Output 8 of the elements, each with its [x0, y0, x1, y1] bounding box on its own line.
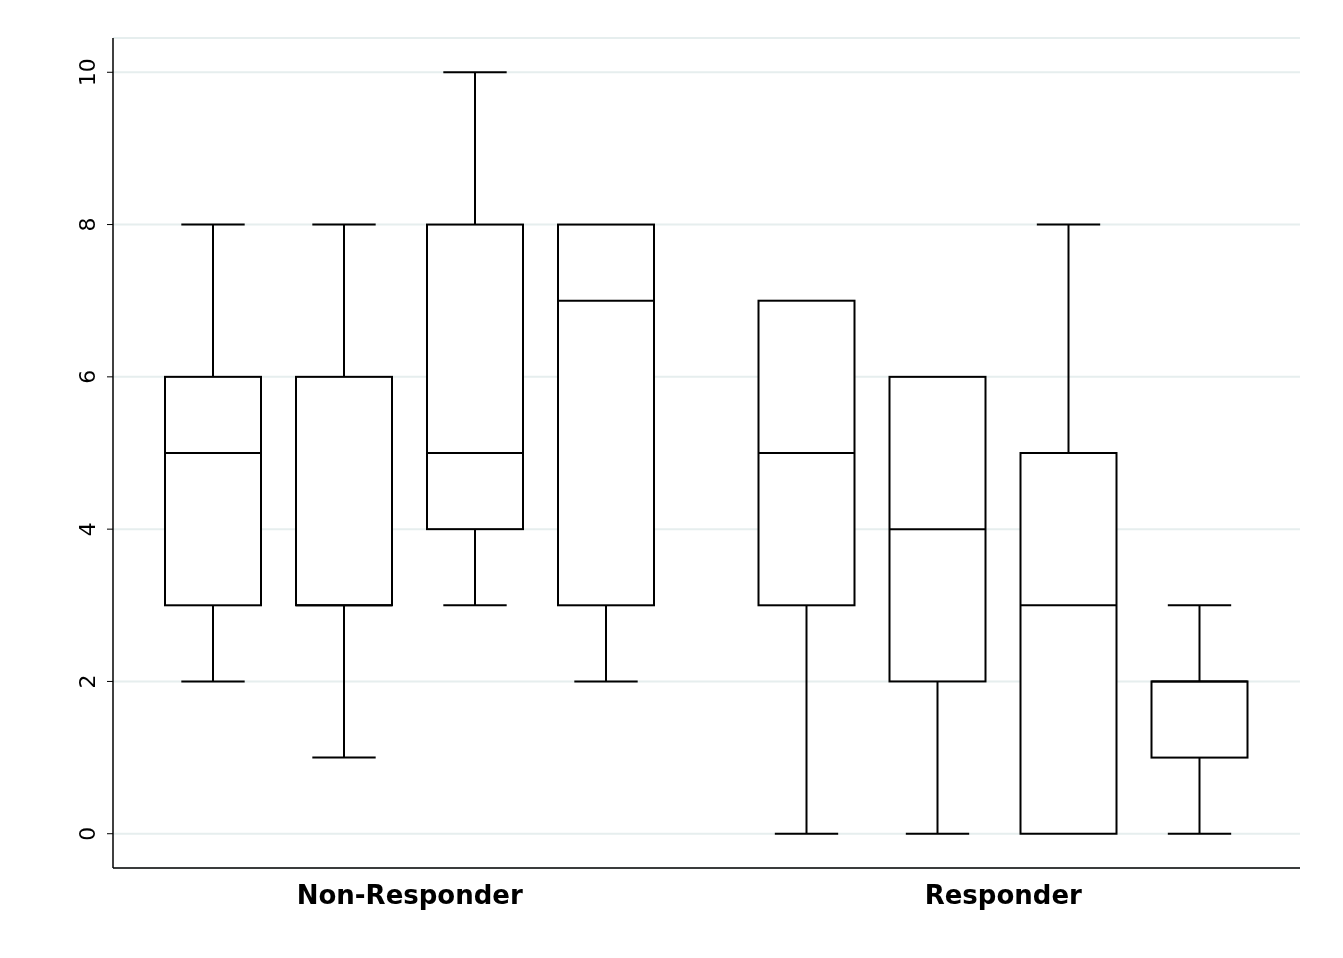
y-tick-label: 2 — [74, 674, 100, 689]
x-tick-label: Non-Responder — [296, 880, 523, 910]
y-tick-label: 10 — [74, 58, 100, 87]
y-tick-label: 6 — [74, 369, 100, 384]
y-tick-label: 0 — [74, 826, 100, 841]
y-tick-label: 8 — [74, 217, 100, 232]
x-tick-label: Responder — [924, 880, 1083, 910]
y-tick-label: 4 — [74, 522, 100, 537]
